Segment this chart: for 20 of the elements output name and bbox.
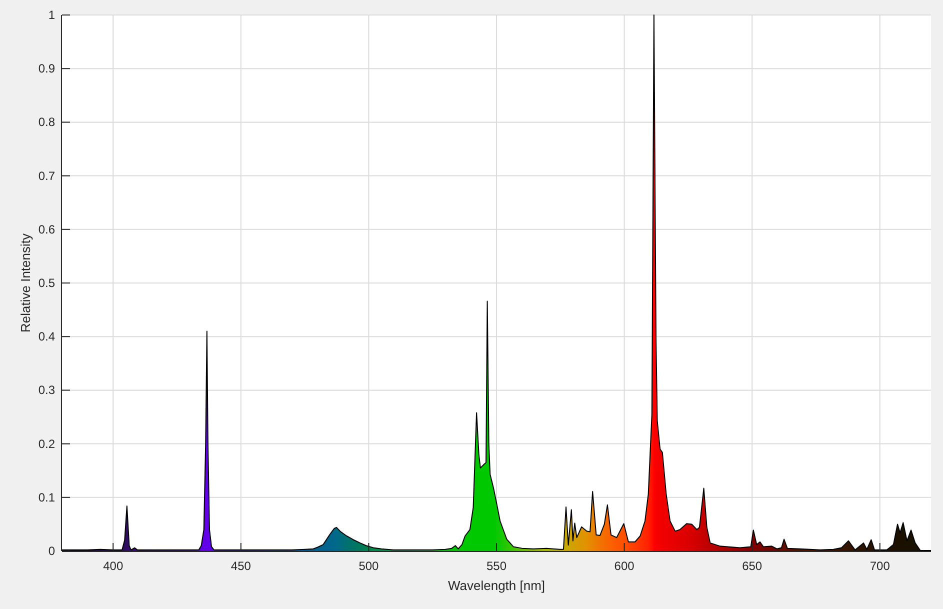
y-tick-label: 0.3 xyxy=(38,383,56,398)
y-tick-label: 0.9 xyxy=(38,62,56,76)
y-tick-label: 0.8 xyxy=(38,115,56,130)
x-tick-label: 500 xyxy=(358,559,380,573)
x-axis-title: Wavelength [nm] xyxy=(448,578,546,593)
y-tick-label: 0.7 xyxy=(38,168,56,183)
y-tick-label: 0.6 xyxy=(38,222,56,236)
y-tick-label: 0.4 xyxy=(38,330,56,344)
x-tick-label: 550 xyxy=(486,559,507,573)
x-tick-label: 650 xyxy=(742,559,762,573)
x-tick-label: 600 xyxy=(614,559,635,573)
y-tick-label: 1 xyxy=(48,8,56,22)
y-tick-label: 0 xyxy=(48,544,56,558)
y-tick-label: 0.5 xyxy=(38,276,56,290)
y-axis-title: Relative Intensity xyxy=(18,233,33,332)
x-tick-label: 700 xyxy=(870,559,890,573)
x-tick-label: 450 xyxy=(230,559,252,573)
y-tick-label: 0.1 xyxy=(38,490,56,504)
y-tick-label: 0.2 xyxy=(38,436,56,451)
x-tick-label: 400 xyxy=(103,559,124,573)
